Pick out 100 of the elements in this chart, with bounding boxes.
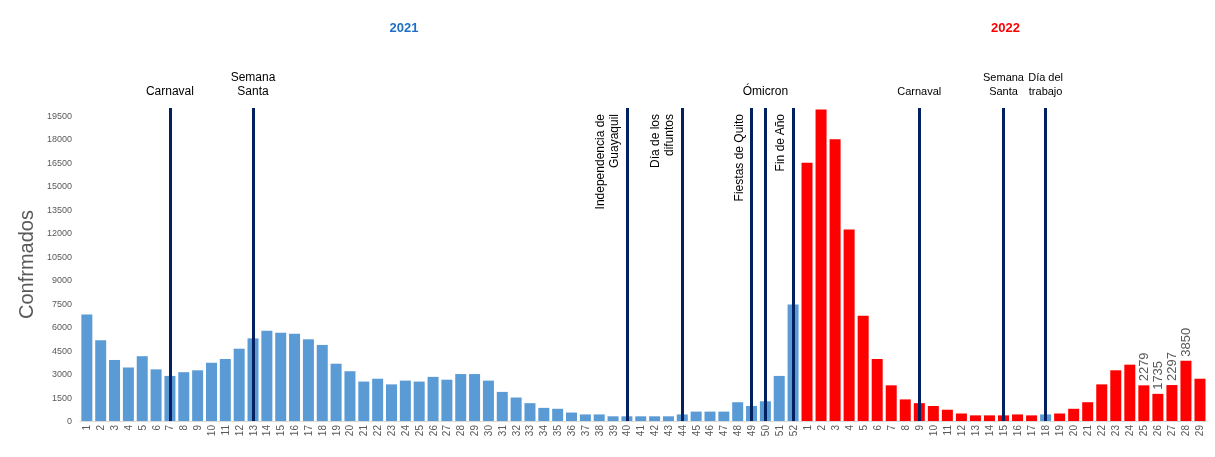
x-tick-label: 20 [1068,424,1080,437]
bar [510,397,522,421]
x-tick-label: 17 [1026,424,1038,437]
y-tick-label: 18000 [46,134,72,145]
x-tick-label: 4 [122,424,134,431]
bar [941,409,953,421]
x-tick-label: 11 [941,424,953,436]
x-tick-label: 49 [746,424,758,437]
bar [593,414,605,421]
bar [552,408,564,421]
x-tick-label: 32 [510,424,522,437]
x-tick-label: 25 [1138,424,1150,437]
bar [566,412,578,421]
ref-line-label: Carnaval [897,85,942,97]
y-tick-label: 16500 [46,157,72,168]
x-tick-label: 14 [984,424,996,437]
bar [482,380,494,421]
x-tick-label: 27 [1166,424,1178,437]
x-tick-label: 50 [759,424,771,437]
x-tick-label: 8 [178,424,190,431]
ref-line-label: Semana Santa [983,71,1025,97]
bar [469,374,481,421]
x-tick-label: 17 [302,424,314,437]
x-tick-label: 21 [1082,424,1094,437]
bar [1110,370,1122,421]
ref-line-label: Día del trabajo [1028,71,1064,97]
x-tick-label: 9 [913,424,925,431]
x-tick-label: 19 [1054,424,1066,437]
bar [843,229,855,421]
bar [95,340,107,421]
bar [372,378,384,421]
x-tick-label: 3 [829,424,841,431]
x-tick-label: 36 [566,424,578,437]
x-tick-label: 27 [441,424,453,437]
x-tick-label: 28 [1180,424,1192,437]
bar [386,384,397,421]
x-tick-label: 38 [593,424,605,437]
x-tick-label: 16 [289,424,301,437]
y-tick-label: 19500 [46,110,72,121]
x-tick-label: 12 [233,424,245,437]
x-tick-label: 43 [662,424,674,437]
x-tick-label: 51 [773,424,785,437]
bar [192,370,204,421]
bar [857,315,869,421]
x-tick-label: 6 [150,424,162,431]
bar [289,333,301,421]
x-tick-label: 3 [109,424,121,431]
bar [635,416,647,421]
ref-line-label: Independencia de Guayaquil [592,113,621,210]
bar [358,381,370,421]
x-tick-label: 5 [136,424,148,431]
data-label: 2279 [1136,352,1152,382]
bar [1180,360,1192,421]
ref-line-label: Fiestas de Quito [731,113,746,202]
x-tick-label: 30 [482,424,494,437]
x-tick-label: 37 [579,424,591,437]
y-tick-label: 0 [66,416,72,426]
x-tick-label: 46 [704,424,716,437]
bar [219,359,231,421]
ref-line-label: Ómicron [742,83,789,98]
bar [579,414,591,421]
x-tick-label: 14 [261,424,273,437]
y-tick-label: 13500 [46,204,72,215]
x-tick-label: 29 [1194,424,1206,437]
bar [441,379,453,421]
bar [1026,415,1038,421]
bar [233,348,245,421]
bar [150,369,162,421]
x-tick-label: 16 [1012,424,1024,437]
bar [801,162,813,421]
bar [344,371,356,421]
bar [649,416,661,421]
bar [885,385,897,421]
y-tick-label: 7500 [51,298,72,309]
x-tick-label: 28 [455,424,467,437]
x-tick-label: 6 [871,424,883,431]
x-tick-label: 34 [538,424,550,437]
x-tick-label: 33 [524,424,536,437]
x-tick-label: 15 [998,424,1010,437]
bar [330,363,342,421]
x-tick-label: 40 [621,424,633,437]
bar [871,359,883,421]
x-tick-label: 8 [899,424,911,431]
ref-line-label: Semana Santa [230,70,276,98]
bar [829,139,841,421]
bar [773,375,785,421]
x-tick-label: 21 [358,424,370,437]
bar [302,339,314,421]
x-tick-label: 2 [95,424,107,431]
bar [524,403,536,421]
x-tick-label: 11 [219,424,231,436]
bar [1096,384,1108,421]
bar [275,332,287,421]
bar [984,415,996,421]
x-tick-label: 41 [635,424,647,437]
x-tick-label: 31 [496,424,508,437]
bar [718,411,730,421]
y-tick-label: 15000 [46,181,72,192]
bar [662,416,674,421]
x-tick-label: 13 [970,424,982,437]
